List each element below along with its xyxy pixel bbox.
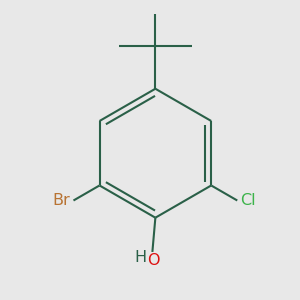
Text: O: O bbox=[147, 253, 160, 268]
Text: H: H bbox=[134, 250, 147, 265]
Text: Br: Br bbox=[52, 193, 70, 208]
Text: Cl: Cl bbox=[241, 193, 256, 208]
